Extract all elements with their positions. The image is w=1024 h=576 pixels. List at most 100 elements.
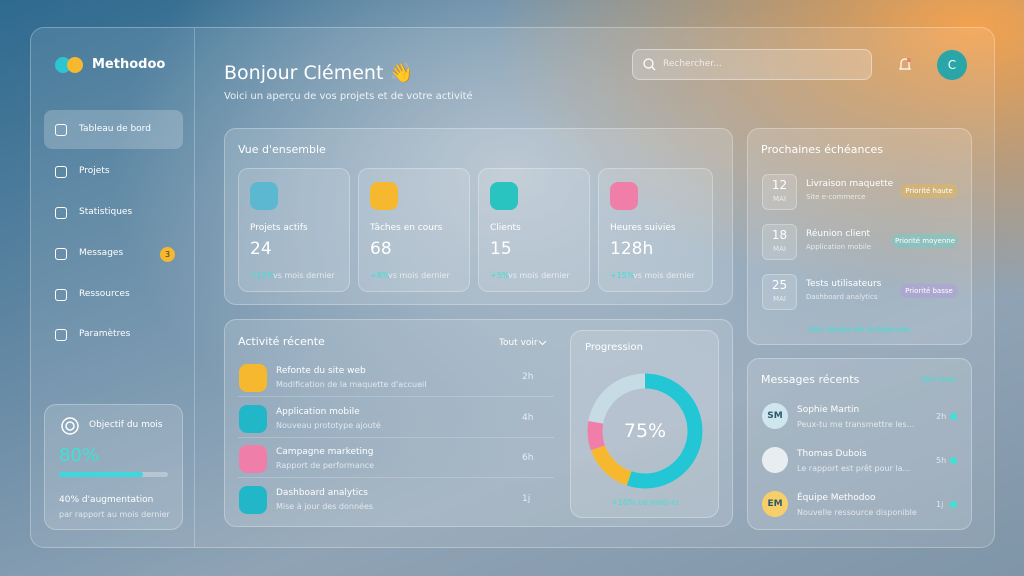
date-month: MAI bbox=[773, 295, 786, 303]
divider bbox=[238, 436, 554, 438]
messages-title: Messages récents bbox=[761, 373, 860, 386]
stat-icon bbox=[250, 182, 278, 210]
priority-pill: Priorité haute bbox=[900, 184, 958, 198]
search-box[interactable] bbox=[632, 49, 872, 80]
goal-note: 40% d'augmentation bbox=[59, 495, 154, 505]
goal-value: 80% bbox=[59, 445, 100, 466]
stat-trend: +8% bbox=[370, 271, 390, 280]
msg-time: 1j bbox=[936, 500, 944, 509]
activity-title: Activité récente bbox=[238, 335, 325, 348]
nav-item[interactable]: Paramètres bbox=[79, 329, 131, 339]
nav-item[interactable]: Tableau de bord bbox=[79, 124, 151, 134]
activity-time: 2h bbox=[522, 372, 534, 382]
activity-icon bbox=[239, 445, 267, 473]
msg-text: Peux-tu me transmettre les... bbox=[797, 420, 915, 429]
sidebar-divider bbox=[194, 28, 195, 547]
date-box bbox=[762, 174, 797, 210]
msg-name[interactable]: Sophie Martin bbox=[797, 405, 860, 415]
nav-item[interactable]: Ressources bbox=[79, 289, 130, 299]
brand: Methodoo bbox=[92, 57, 166, 72]
activity-icon bbox=[239, 485, 267, 514]
badge: 3 bbox=[160, 247, 175, 262]
msg-time: 5h bbox=[936, 456, 947, 465]
activity-time: 4h bbox=[522, 412, 534, 423]
stat-trend: +12% bbox=[250, 271, 275, 280]
stat-label: Clients bbox=[490, 223, 521, 233]
active-nav-bg bbox=[44, 110, 183, 149]
filter[interactable]: Tout voir bbox=[499, 338, 538, 348]
activity-icon bbox=[239, 364, 267, 392]
msg-avatar bbox=[762, 447, 788, 473]
goal-card bbox=[44, 404, 183, 530]
activity-desc: Nouveau prototype ajouté bbox=[276, 420, 381, 430]
goal-sub: par rapport au mois dernier bbox=[59, 510, 170, 519]
nav-item[interactable]: Projets bbox=[79, 166, 110, 176]
stat-trend: +5% bbox=[490, 271, 510, 280]
chevron bbox=[538, 340, 547, 346]
progress-title: Progression bbox=[585, 342, 643, 353]
stat-trend-note: vs mois dernier bbox=[388, 271, 450, 280]
search-icon bbox=[643, 58, 656, 71]
deadline-title[interactable]: Livraison maquette bbox=[806, 179, 894, 189]
activity-title[interactable]: Campagne marketing bbox=[276, 447, 374, 457]
stat-label: Tâches en cours bbox=[370, 223, 443, 233]
progress-note: +10% ce mois-ci bbox=[611, 498, 679, 507]
nav-icon bbox=[55, 207, 67, 219]
deadline-title[interactable]: Réunion client bbox=[806, 229, 871, 239]
deadlines-panel bbox=[747, 128, 972, 345]
priority-pill: Priorité basse bbox=[900, 284, 958, 298]
activity-title[interactable]: Refonte du site web bbox=[276, 366, 366, 376]
activity-panel bbox=[224, 319, 733, 527]
nav-item[interactable]: Messages bbox=[79, 248, 124, 258]
date-day: 12 bbox=[771, 178, 788, 192]
date-month: MAI bbox=[773, 245, 786, 253]
date-day: 18 bbox=[771, 228, 788, 242]
activity-title[interactable]: Dashboard analytics bbox=[276, 487, 368, 498]
deadline-title[interactable]: Tests utilisateurs bbox=[806, 279, 882, 289]
deadline-desc: Site e-commerce bbox=[806, 193, 866, 201]
donut bbox=[587, 373, 703, 489]
activity-desc: Rapport de performance bbox=[276, 461, 375, 470]
target-icon bbox=[61, 417, 79, 435]
bell[interactable] bbox=[897, 57, 913, 73]
divider bbox=[238, 396, 554, 397]
overview-title: Vue d'ensemble bbox=[238, 143, 326, 156]
stat-icon bbox=[370, 182, 398, 210]
stat-trend-note: vs mois dernier bbox=[273, 271, 335, 280]
stat-trend-note: vs mois dernier bbox=[633, 271, 695, 280]
stat-label: Projets actifs bbox=[250, 223, 308, 233]
activity-time: 6h bbox=[522, 453, 534, 463]
deadlines-title: Prochaines échéances bbox=[761, 143, 884, 156]
search-placeholder: Rechercher... bbox=[663, 59, 722, 69]
goal-title: Objectif du mois bbox=[89, 420, 163, 430]
nav-icon bbox=[55, 124, 67, 136]
nav-icon bbox=[55, 329, 67, 341]
msg-text: Nouvelle ressource disponible bbox=[797, 508, 917, 517]
nav-item[interactable]: Statistiques bbox=[79, 207, 133, 217]
activity-time: 1j bbox=[522, 493, 531, 504]
activity-icon bbox=[239, 404, 267, 433]
deadline-desc: Dashboard analytics bbox=[806, 293, 878, 301]
nav-icon bbox=[55, 166, 67, 178]
priority-pill: Priorité moyenne bbox=[892, 234, 958, 248]
overview-panel bbox=[224, 128, 733, 305]
date-month: MAI bbox=[773, 195, 786, 203]
deadlines-link[interactable]: Voir toutes les échéances bbox=[808, 325, 911, 334]
logo-mark bbox=[67, 57, 83, 73]
msg-name[interactable]: Équipe Methodoo bbox=[797, 493, 876, 503]
stat-value: 128h bbox=[610, 239, 654, 259]
msg-name[interactable]: Thomas Dubois bbox=[797, 449, 867, 459]
stat-value: 15 bbox=[490, 239, 512, 259]
msg-avatar: EM bbox=[762, 491, 788, 517]
stat-trend: +15% bbox=[610, 271, 635, 280]
greeting: Bonjour Clément 👋 bbox=[224, 62, 414, 84]
messages-link[interactable]: Voir tout bbox=[921, 375, 956, 384]
activity-desc: Modification de la maquette d'accueil bbox=[276, 380, 427, 389]
stat-label: Heures suivies bbox=[610, 223, 676, 233]
unread-dot bbox=[950, 457, 957, 464]
avatar[interactable]: C bbox=[937, 50, 967, 80]
subtitle: Voici un aperçu de vos projets et de vot… bbox=[224, 91, 473, 102]
activity-title[interactable]: Application mobile bbox=[276, 406, 360, 417]
